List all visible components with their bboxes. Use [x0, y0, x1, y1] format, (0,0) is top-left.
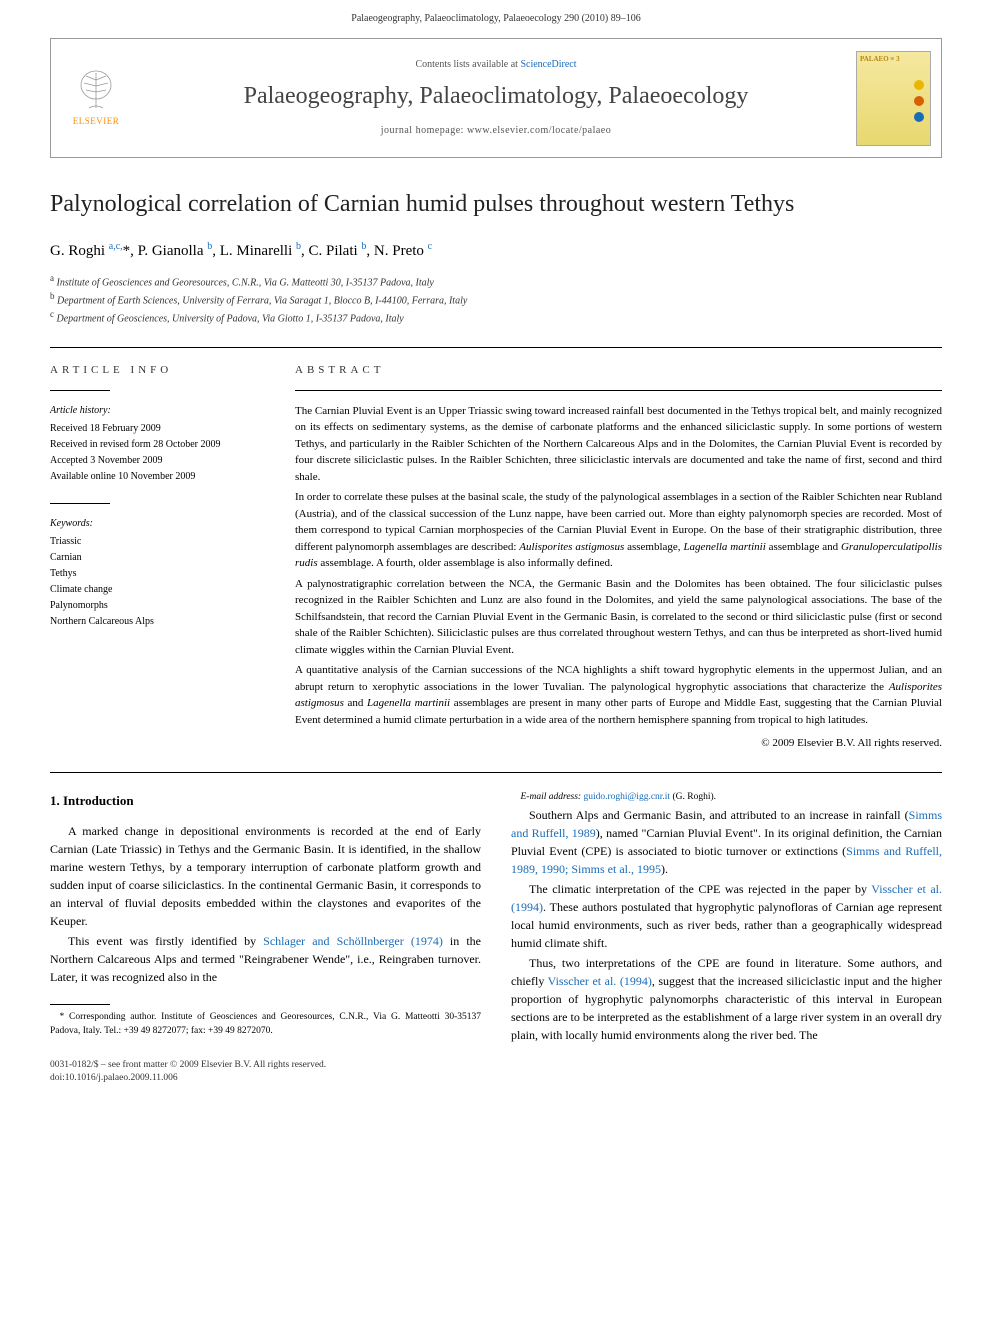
journal-banner: ELSEVIER Contents lists available at Sci…	[50, 38, 942, 158]
body-paragraph: The climatic interpretation of the CPE w…	[511, 880, 942, 952]
journal-homepage: journal homepage: www.elsevier.com/locat…	[141, 124, 851, 138]
abstract-label: abstract	[295, 363, 942, 378]
affiliations: a Institute of Geosciences and Georesour…	[50, 272, 942, 327]
body-paragraph: Southern Alps and Germanic Basin, and at…	[511, 806, 942, 878]
sciencedirect-link[interactable]: ScienceDirect	[520, 59, 576, 70]
divider	[50, 772, 942, 773]
publisher-name: ELSEVIER	[73, 115, 120, 128]
article-info-label: article info	[50, 363, 260, 378]
divider	[295, 390, 942, 391]
running-header: Palaeogeography, Palaeoclimatology, Pala…	[0, 0, 992, 38]
journal-name: Palaeogeography, Palaeoclimatology, Pala…	[141, 80, 851, 114]
keywords: Keywords: TriassicCarnianTethysClimate c…	[50, 516, 260, 630]
corresponding-author-footnote: * Corresponding author. Institute of Geo…	[50, 1011, 481, 1038]
article-history: Article history: Received 18 February 20…	[50, 403, 260, 485]
cover-thumbnail: PALAEO ≡ 3	[851, 46, 941, 151]
article-title: Palynological correlation of Carnian hum…	[50, 188, 942, 222]
email-footnote: E-mail address: guido.roghi@igg.cnr.it (…	[511, 791, 942, 804]
divider	[50, 503, 110, 504]
cover-text: PALAEO ≡ 3	[860, 55, 900, 65]
issn-line: 0031-0182/$ – see front matter © 2009 El…	[50, 1059, 326, 1072]
abstract-column: abstract The Carnian Pluvial Event is an…	[295, 363, 942, 752]
cover-dot-icon	[914, 96, 924, 106]
citation-link[interactable]: Schlager and Schöllnberger (1974)	[263, 934, 443, 948]
cover-dot-icon	[914, 80, 924, 90]
contents-available: Contents lists available at ScienceDirec…	[141, 58, 851, 72]
copyright: © 2009 Elsevier B.V. All rights reserved…	[295, 736, 942, 751]
divider	[50, 390, 110, 391]
bottom-bar: 0031-0182/$ – see front matter © 2009 El…	[0, 1044, 992, 1096]
citation-link[interactable]: Visscher et al. (1994)	[548, 974, 652, 988]
body-paragraph: This event was firstly identified by Sch…	[50, 932, 481, 986]
publisher-logo: ELSEVIER	[51, 63, 141, 133]
body-paragraph: A marked change in depositional environm…	[50, 822, 481, 930]
section-heading: 1. Introduction	[50, 791, 481, 811]
body-text: 1. Introduction A marked change in depos…	[50, 791, 942, 1044]
doi-line: doi:10.1016/j.palaeo.2009.11.006	[50, 1072, 326, 1085]
cover-dot-icon	[914, 112, 924, 122]
article-info-column: article info Article history: Received 1…	[50, 363, 260, 752]
email-link[interactable]: guido.roghi@igg.cnr.it	[583, 792, 670, 802]
body-paragraph: Thus, two interpretations of the CPE are…	[511, 954, 942, 1044]
authors: G. Roghi a,c,*, P. Gianolla b, L. Minare…	[50, 240, 942, 262]
abstract-text: The Carnian Pluvial Event is an Upper Tr…	[295, 403, 942, 729]
elsevier-tree-icon	[76, 68, 116, 113]
divider	[50, 347, 942, 348]
footnote-divider	[50, 1004, 110, 1005]
